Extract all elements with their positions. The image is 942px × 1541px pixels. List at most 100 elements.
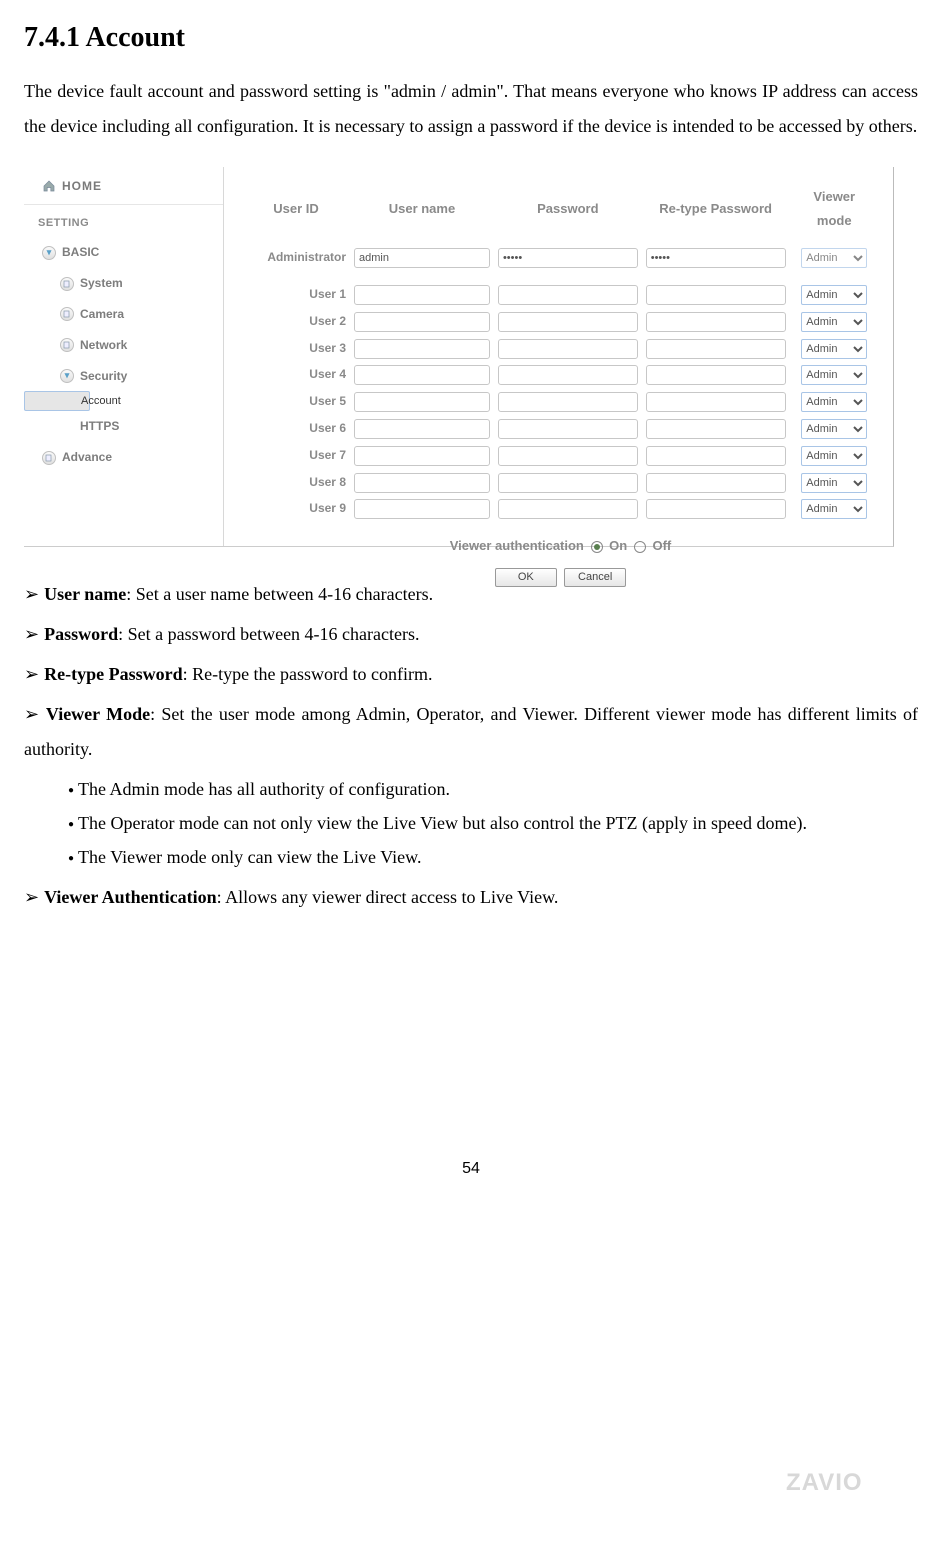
radio-off[interactable] — [634, 541, 646, 553]
admin-retype-input[interactable] — [646, 248, 786, 268]
password-input[interactable] — [498, 419, 638, 439]
retype-input[interactable] — [646, 312, 786, 332]
page-icon — [60, 307, 74, 321]
ok-button[interactable]: OK — [495, 568, 557, 587]
retype-input[interactable] — [646, 446, 786, 466]
table-row: User 2 Admin — [242, 308, 879, 335]
table-row: User 9 Admin — [242, 495, 879, 522]
admin-username-input[interactable] — [354, 248, 490, 268]
table-row-admin: Administrator Admin — [242, 244, 879, 281]
bullet-password: ➢ Password: Set a password between 4-16 … — [24, 617, 918, 651]
radio-on[interactable] — [591, 541, 603, 553]
page-heading: 7.4.1 Account — [24, 20, 918, 56]
sidebar-item-label: BASIC — [62, 241, 99, 264]
password-input[interactable] — [498, 285, 638, 305]
sidebar-item-label: Security — [80, 365, 127, 388]
password-input[interactable] — [498, 446, 638, 466]
radio-on-label: On — [609, 538, 627, 553]
home-icon — [42, 179, 56, 193]
mode-select[interactable]: Admin — [801, 473, 867, 493]
sub-bullet-admin: ●The Admin mode has all authority of con… — [80, 772, 918, 806]
mode-select[interactable]: Admin — [801, 446, 867, 466]
col-username: User name — [350, 185, 494, 244]
password-input[interactable] — [498, 312, 638, 332]
username-input[interactable] — [354, 339, 490, 359]
username-input[interactable] — [354, 446, 490, 466]
retype-input[interactable] — [646, 365, 786, 385]
chevron-down-icon: ▾ — [60, 369, 74, 383]
sidebar-item-label: Account — [81, 391, 121, 412]
bullet-viewermode: ➢ Viewer Mode: Set the user mode among A… — [24, 697, 918, 765]
page-icon — [60, 277, 74, 291]
col-password: Password — [494, 185, 642, 244]
sidebar-item-basic[interactable]: ▾ BASIC — [24, 237, 223, 268]
row-label: User 3 — [242, 335, 350, 362]
username-input[interactable] — [354, 419, 490, 439]
retype-input[interactable] — [646, 339, 786, 359]
username-input[interactable] — [354, 365, 490, 385]
sidebar: HOME SETTING ▾ BASIC System Camera Netwo… — [24, 167, 224, 546]
mode-select[interactable]: Admin — [801, 499, 867, 519]
retype-input[interactable] — [646, 392, 786, 412]
username-input[interactable] — [354, 392, 490, 412]
account-table: User ID User name Password Re-type Passw… — [242, 185, 879, 522]
table-row: User 3 Admin — [242, 335, 879, 362]
username-input[interactable] — [354, 473, 490, 493]
row-label: Administrator — [242, 244, 350, 281]
mode-select[interactable]: Admin — [801, 419, 867, 439]
sidebar-item-label: HTTPS — [80, 415, 119, 438]
row-label: User 8 — [242, 469, 350, 496]
sidebar-item-label: System — [80, 272, 123, 295]
viewer-auth-row: Viewer authentication On Off — [242, 522, 879, 559]
mode-select[interactable]: Admin — [801, 285, 867, 305]
sidebar-item-label: Advance — [62, 446, 112, 469]
mode-select[interactable]: Admin — [801, 365, 867, 385]
chevron-down-icon: ▾ — [42, 246, 56, 260]
main-panel: User ID User name Password Re-type Passw… — [224, 167, 893, 546]
row-label: User 9 — [242, 495, 350, 522]
brand-logo: ZAVIO — [786, 1468, 906, 1507]
sidebar-item-system[interactable]: System — [24, 268, 223, 299]
retype-input[interactable] — [646, 285, 786, 305]
svg-text:ZAVIO: ZAVIO — [786, 1469, 863, 1496]
cancel-button[interactable]: Cancel — [564, 568, 626, 587]
sidebar-item-camera[interactable]: Camera — [24, 299, 223, 330]
page-icon — [60, 338, 74, 352]
sidebar-item-network[interactable]: Network — [24, 330, 223, 361]
username-input[interactable] — [354, 285, 490, 305]
page-icon — [42, 451, 56, 465]
screenshot-panel: HOME SETTING ▾ BASIC System Camera Netwo… — [24, 167, 894, 547]
table-row: User 5Admin — [242, 388, 879, 415]
sidebar-home-label: HOME — [62, 175, 102, 198]
mode-select[interactable]: Admin — [801, 339, 867, 359]
sidebar-item-account[interactable]: Account — [24, 391, 90, 411]
retype-input[interactable] — [646, 473, 786, 493]
password-input[interactable] — [498, 339, 638, 359]
password-input[interactable] — [498, 473, 638, 493]
username-input[interactable] — [354, 312, 490, 332]
row-label: User 7 — [242, 442, 350, 469]
intro-paragraph: The device fault account and password se… — [24, 74, 918, 142]
sidebar-item-advance[interactable]: Advance — [24, 442, 223, 473]
col-viewermode: Viewer mode — [790, 185, 879, 244]
retype-input[interactable] — [646, 419, 786, 439]
sidebar-item-label: Network — [80, 334, 127, 357]
row-label: User 1 — [242, 281, 350, 308]
sidebar-item-https[interactable]: HTTPS — [24, 411, 223, 442]
sidebar-home[interactable]: HOME — [24, 167, 223, 205]
retype-input[interactable] — [646, 499, 786, 519]
table-row: User 1 Admin — [242, 281, 879, 308]
table-row: User 8 Admin — [242, 469, 879, 496]
password-input[interactable] — [498, 365, 638, 385]
mode-select[interactable]: Admin — [801, 392, 867, 412]
table-row: User 4Admin — [242, 361, 879, 388]
mode-select[interactable]: Admin — [801, 312, 867, 332]
sidebar-item-security[interactable]: ▾ Security — [24, 361, 223, 392]
sub-bullet-viewer: ●The Viewer mode only can view the Live … — [80, 840, 918, 874]
row-label: User 2 — [242, 308, 350, 335]
username-input[interactable] — [354, 499, 490, 519]
bullet-viewerauth: ➢ Viewer Authentication: Allows any view… — [24, 880, 918, 914]
password-input[interactable] — [498, 499, 638, 519]
admin-password-input[interactable] — [498, 248, 638, 268]
password-input[interactable] — [498, 392, 638, 412]
